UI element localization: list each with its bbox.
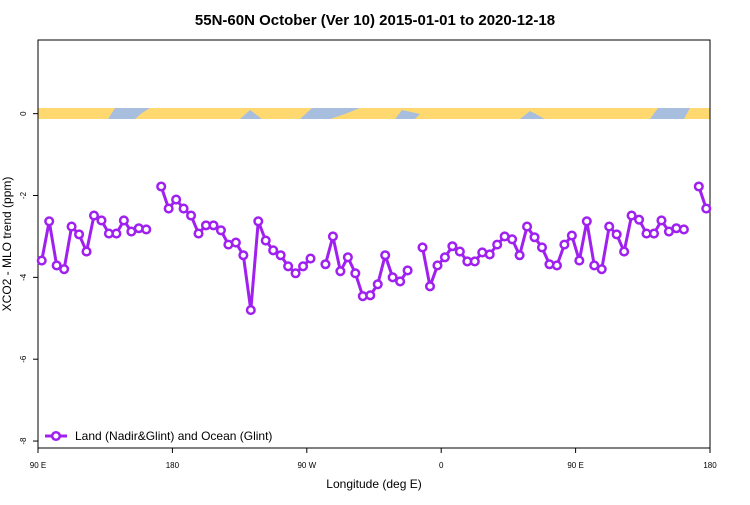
point xyxy=(424,281,436,292)
x-tick-label: 0 xyxy=(439,461,444,470)
point xyxy=(619,246,630,257)
point xyxy=(656,215,667,226)
series-line xyxy=(40,186,708,312)
x-tick-label: 180 xyxy=(703,461,717,470)
y-tick-label: -4 xyxy=(19,273,28,281)
point xyxy=(88,210,100,221)
y-tick-label: -6 xyxy=(19,355,28,363)
point xyxy=(44,216,55,227)
point xyxy=(701,203,712,214)
point xyxy=(51,260,62,271)
y-tick-label: -8 xyxy=(19,437,28,445)
point xyxy=(36,255,47,266)
point xyxy=(335,266,346,277)
point xyxy=(245,305,256,316)
y-axis-label: XCO2 - MLO trend (ppm) xyxy=(0,177,14,312)
point xyxy=(536,242,548,253)
x-tick-label: 90 E xyxy=(30,461,46,470)
x-tick-label: 90 W xyxy=(297,461,316,470)
legend-swatch-marker xyxy=(50,430,62,442)
point xyxy=(589,260,600,271)
point xyxy=(178,203,189,214)
point xyxy=(529,232,540,243)
chart-title: 55N-60N October (Ver 10) 2015-01-01 to 2… xyxy=(195,12,555,29)
point xyxy=(350,268,361,279)
legend-box xyxy=(42,426,292,444)
map-strip xyxy=(38,108,710,119)
point xyxy=(402,265,413,276)
point xyxy=(492,239,503,250)
x-axis-label: Longitude (deg E) xyxy=(326,477,421,491)
point xyxy=(447,241,458,252)
point xyxy=(66,221,77,232)
point xyxy=(417,242,428,253)
point xyxy=(581,216,592,227)
point xyxy=(678,224,689,235)
point xyxy=(514,250,525,261)
point xyxy=(596,264,607,275)
point xyxy=(507,234,518,245)
plot-frame xyxy=(37,39,711,449)
point xyxy=(439,252,450,263)
point xyxy=(395,276,406,287)
point xyxy=(566,230,577,241)
point xyxy=(327,231,338,242)
point xyxy=(342,252,353,263)
point xyxy=(141,224,152,235)
point xyxy=(74,229,85,240)
point xyxy=(522,221,533,232)
point xyxy=(156,181,167,192)
point xyxy=(320,259,331,270)
point xyxy=(193,228,204,239)
point xyxy=(634,214,645,225)
point xyxy=(186,210,197,221)
x-tick-label: 90 E xyxy=(567,461,583,470)
point xyxy=(648,228,660,239)
point xyxy=(469,256,480,267)
point xyxy=(611,229,622,240)
point xyxy=(59,264,70,275)
point xyxy=(559,239,570,250)
point xyxy=(604,221,615,232)
point xyxy=(253,216,264,227)
point xyxy=(305,253,316,264)
point xyxy=(387,272,398,283)
point xyxy=(551,260,562,271)
point xyxy=(290,268,301,279)
point xyxy=(365,290,376,301)
point xyxy=(275,250,286,261)
point xyxy=(215,225,226,236)
point xyxy=(283,261,294,272)
point xyxy=(380,250,391,261)
point xyxy=(298,261,309,272)
x-tick-label: 180 xyxy=(166,461,180,470)
point xyxy=(484,249,495,260)
y-tick-label: 0 xyxy=(19,111,28,116)
point xyxy=(171,194,182,205)
point xyxy=(372,279,383,290)
point xyxy=(118,215,129,226)
point xyxy=(208,220,219,231)
point xyxy=(574,255,585,266)
point xyxy=(230,237,241,248)
point xyxy=(163,203,174,214)
point xyxy=(432,260,443,271)
y-tick-label: -2 xyxy=(19,191,28,199)
point xyxy=(693,181,704,192)
point xyxy=(238,250,249,261)
point xyxy=(260,235,271,246)
point xyxy=(96,215,107,226)
point xyxy=(81,246,92,257)
point xyxy=(454,246,465,257)
point xyxy=(626,210,637,221)
legend-label: Land (Nadir&Glint) and Ocean (Glint) xyxy=(75,429,272,443)
point xyxy=(268,245,279,256)
point xyxy=(111,228,122,239)
